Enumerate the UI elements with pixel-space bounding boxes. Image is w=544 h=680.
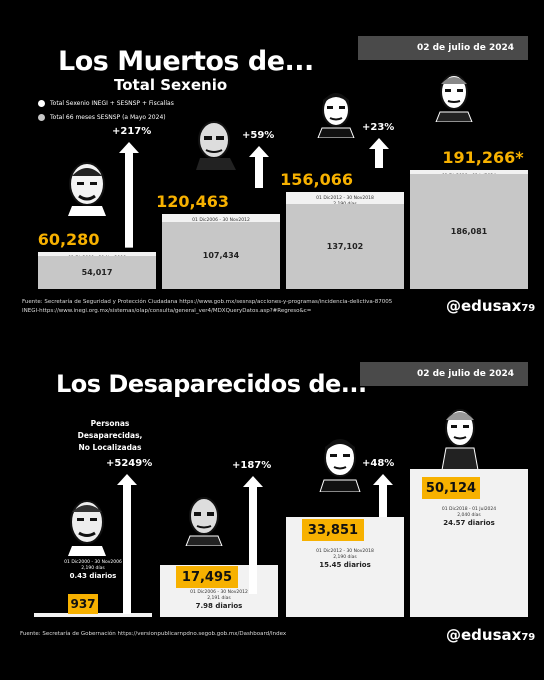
- legend-label: Total 66 meses SESNSP (a Mayo 2024): [50, 114, 166, 121]
- period-label: 01 Dic2006 - 30 Nov2012: [192, 218, 250, 224]
- handle-number: 79: [521, 303, 536, 314]
- period-label: 01 Dic2012 - 30 Nov2018: [316, 549, 374, 554]
- handle-text: @edusax: [446, 626, 522, 644]
- date-text: 02 de julio de 2024: [416, 43, 514, 53]
- president-portrait-icon: [441, 409, 479, 470]
- legend-item-total: Total Sexenio INEGI + SESNSP + Fiscalías: [38, 100, 174, 107]
- bar-meta: 01 Dic2006 - 30 Nov2012 2,191 días 7.98 di…: [160, 590, 278, 610]
- source-line: INEGI-https://www.inegi.org.mx/sistemas/…: [22, 308, 312, 314]
- note-line: No Localizadas: [78, 443, 142, 452]
- period-label: 01 Dic2012 - 30 Nov2018: [316, 196, 374, 202]
- legend-label: Total Sexenio INEGI + SESNSP + Fiscalías: [50, 100, 174, 107]
- pct-increase: +187%: [232, 460, 272, 471]
- legend-dot-white: [38, 100, 45, 107]
- date-banner-muertos: 02 de julio de 2024: [358, 36, 528, 60]
- value-label: 33,851: [302, 519, 364, 541]
- legend-item-66meses: Total 66 meses SESNSP (a Mayo 2024): [38, 114, 166, 121]
- page-title-desaparecidos: Los Desaparecidos de...: [56, 370, 367, 398]
- days-label: 2,191 días: [207, 596, 231, 601]
- handle-text: @edusax: [446, 297, 522, 315]
- president-portrait-icon: [319, 439, 361, 492]
- days-label: 2,190 días: [333, 555, 357, 560]
- date-text: 02 de julio de 2024: [416, 369, 514, 379]
- source-line: Fuente: Secretaría de Seguridad y Protec…: [22, 299, 393, 305]
- bar-meta: 01 Dic2012 - 30 Nov2018 2,190 días 15.45 d…: [286, 549, 404, 569]
- value-label: 17,495: [176, 566, 238, 588]
- value-label: 50,124: [422, 477, 480, 500]
- pct-increase: +59%: [242, 130, 275, 141]
- president-portrait-icon: [196, 121, 236, 170]
- president-portrait-icon: [435, 74, 473, 122]
- bar-meta: 01 Dic2018 - 01 Jul2024 2,040 días 24.57 d…: [410, 507, 528, 527]
- daily-label: 0.43 diarios: [69, 572, 117, 580]
- up-arrow-icon: [119, 142, 139, 248]
- value-label: 156,066: [280, 170, 354, 190]
- pct-increase: +217%: [112, 126, 152, 137]
- page-title-muertos: Los Muertos de...: [58, 46, 314, 77]
- period-label: 01 Dic2000 - 30 Nov2006: [64, 560, 122, 565]
- handle-number: 79: [521, 632, 536, 643]
- source-text-muertos: Fuente: Secretaría de Seguridad y Protec…: [22, 298, 442, 316]
- period-label: 01 Dic2006 - 30 Nov2012: [190, 590, 248, 595]
- bar-66-meses: 107,434: [162, 222, 280, 289]
- value-label: 120,463: [156, 192, 230, 212]
- date-banner-desaparecidos: 02 de julio de 2024: [360, 362, 528, 386]
- president-portrait-icon: [68, 500, 106, 556]
- president-portrait-icon: [317, 93, 355, 138]
- up-arrow-icon: [373, 474, 393, 517]
- president-portrait-icon: [68, 162, 106, 216]
- value-label: 937: [68, 594, 98, 614]
- daily-label: 15.45 diarios: [319, 561, 371, 569]
- bar-66-meses: 137,102: [286, 203, 404, 289]
- pct-increase: +5249%: [106, 458, 153, 469]
- value-label: 191,266*: [442, 148, 524, 168]
- note-line: Personas Desaparecidas,: [77, 419, 143, 440]
- bar-meta: 01 Dic2000 - 30 Nov2006 2,190 días 0.43 di…: [34, 560, 152, 580]
- daily-label: 24.57 diarios: [443, 519, 495, 528]
- pct-increase: +48%: [362, 458, 395, 469]
- days-label: 2,190 días: [81, 566, 105, 571]
- up-arrow-icon: [117, 474, 137, 614]
- bar-desaparecidos: [34, 613, 152, 617]
- bar-66-meses: 186,081: [410, 173, 528, 289]
- pct-increase: +23%: [362, 122, 395, 133]
- subtitle-total-sexenio: Total Sexenio: [114, 76, 228, 94]
- author-handle-desaparecidos: @edusax79: [446, 626, 535, 644]
- legend-dot-gray: [38, 114, 45, 121]
- bar-66-meses: 54,017: [38, 255, 156, 289]
- up-arrow-icon: [369, 138, 389, 168]
- up-arrow-icon: [249, 146, 269, 189]
- note-personas: Personas Desaparecidas, No Localizadas: [60, 418, 160, 454]
- president-portrait-icon: [185, 497, 223, 546]
- source-text-desaparecidos: Fuente: Secretaría de Gobernación https:…: [20, 631, 287, 637]
- value-label: 60,280: [37, 229, 100, 249]
- author-handle-muertos: @edusax79: [446, 297, 535, 315]
- period-label: 01 Dic2018 - 01 Jul2024: [441, 507, 497, 513]
- up-arrow-icon: [243, 476, 263, 594]
- daily-label: 7.98 diarios: [195, 602, 243, 610]
- days-label: 2,040 días: [457, 513, 481, 519]
